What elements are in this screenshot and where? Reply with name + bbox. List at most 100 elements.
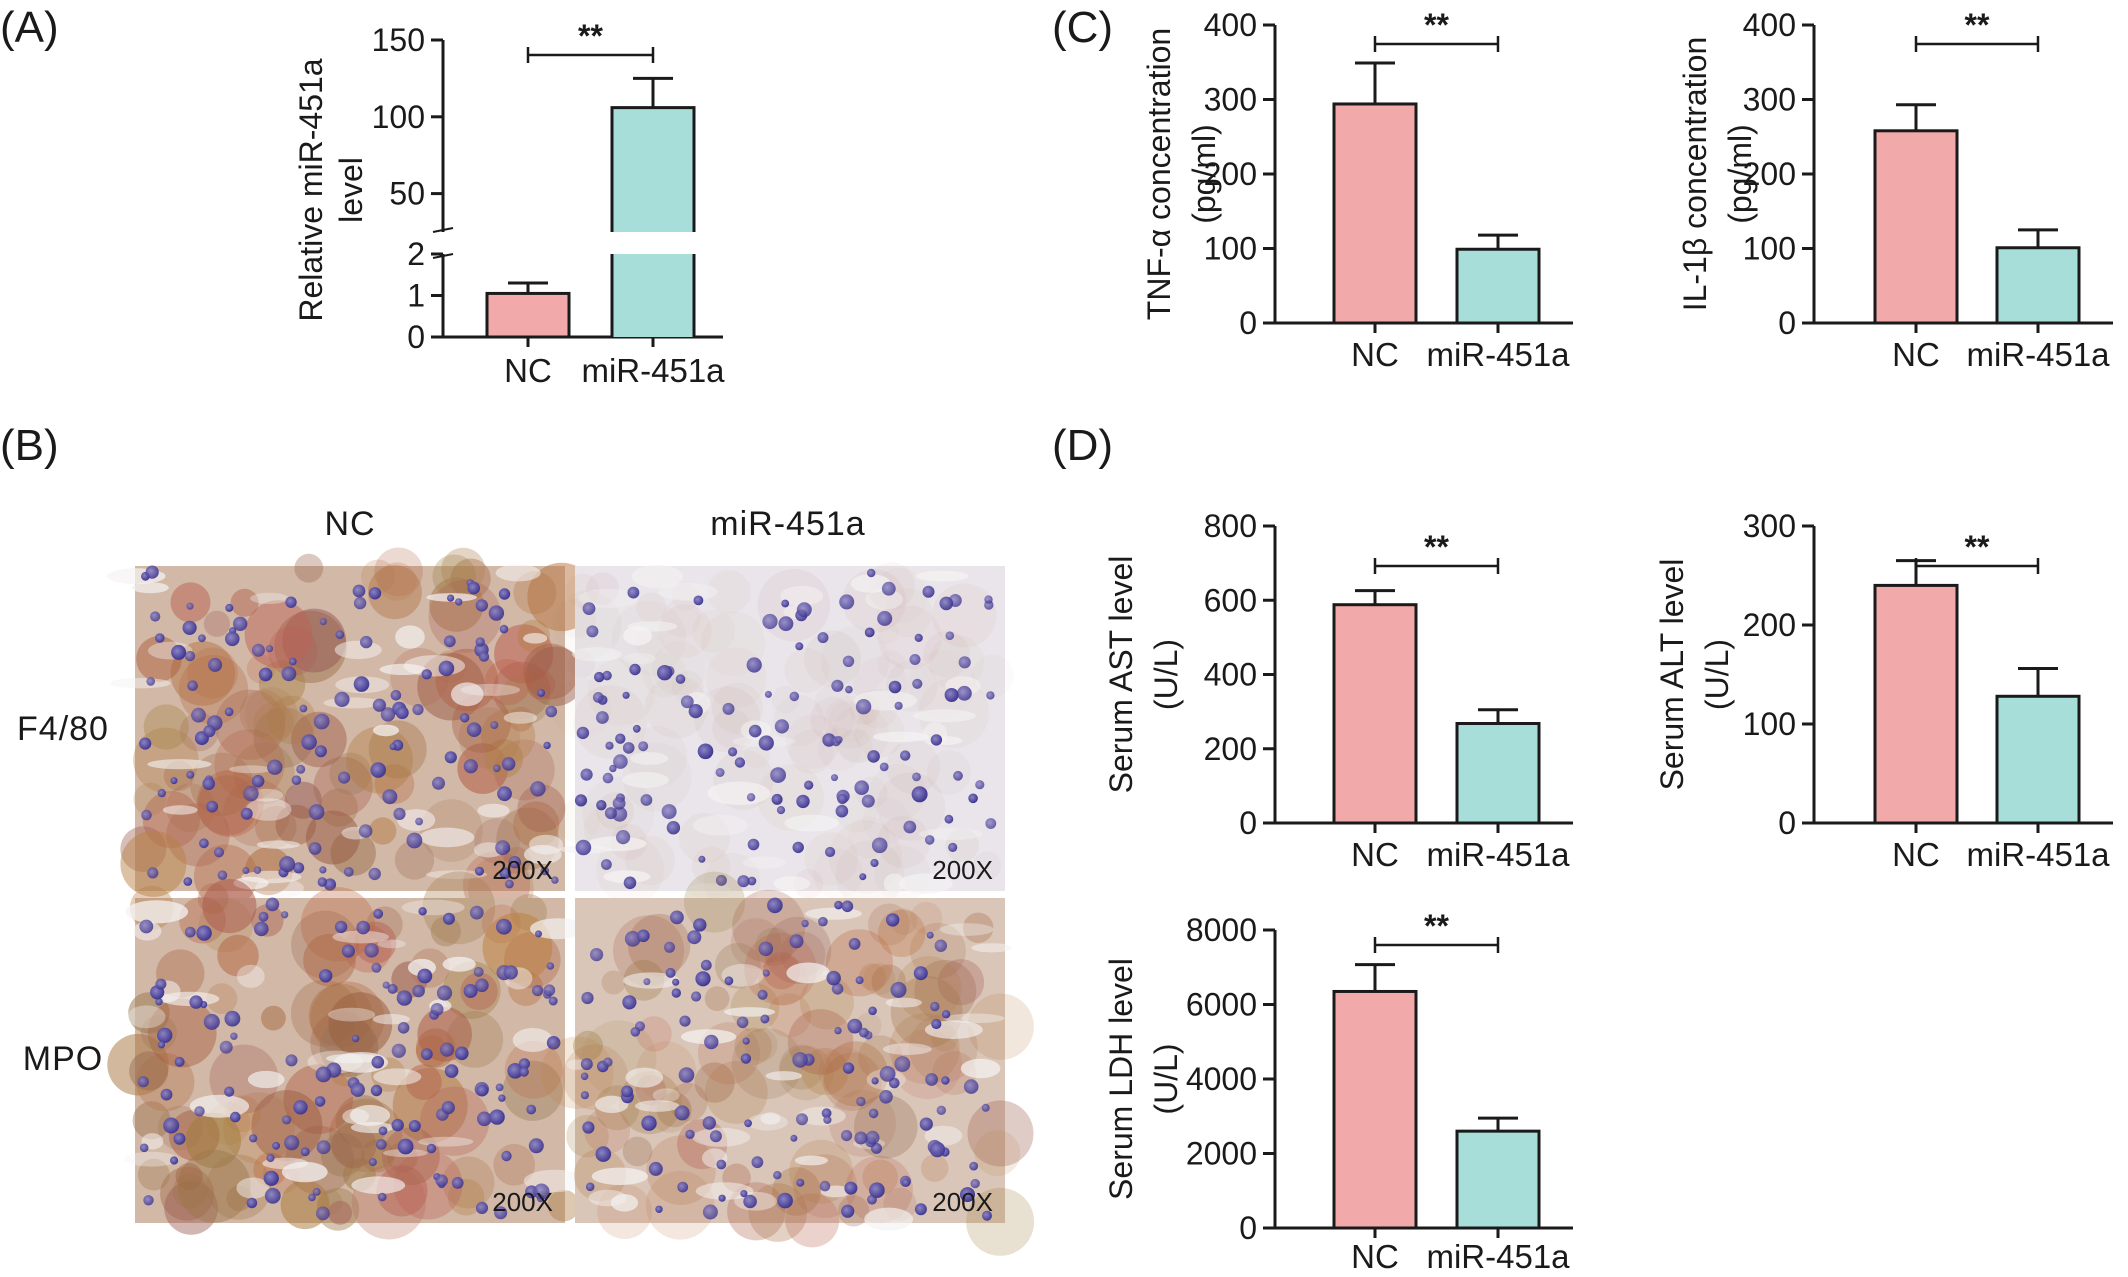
nucleus [603,1057,613,1067]
nucleus [590,948,604,962]
cytoplasm-stain [147,998,217,1068]
cytoplasm-stain [142,791,200,849]
nucleus [657,665,673,681]
sinusoid-space [281,1161,328,1183]
x-category-label: miR-451a [1426,836,1570,873]
nucleus [455,598,463,606]
nucleus [818,916,828,927]
cytoplasm-stain [328,1200,353,1225]
nucleus [677,1181,689,1193]
axis-break-mark [432,227,454,233]
nucleus [460,713,470,723]
nucleus [498,588,511,600]
sinusoid-space [127,1005,166,1029]
nucleus [736,1016,749,1029]
cytoplasm-stain [415,1035,449,1068]
nucleus [612,797,626,810]
nucleus [421,669,432,680]
nucleus [389,743,397,751]
nucleus [758,941,774,957]
nucleus [265,897,280,912]
nucleus [819,1180,831,1192]
cytoplasm-stain [707,570,751,614]
cytoplasm-stain [377,562,417,601]
cytoplasm-stain [586,572,620,606]
nucleus [532,985,544,997]
cytoplasm-stain [432,554,477,599]
y-tick-label: 300 [1743,82,1796,118]
nucleus [839,594,855,610]
cytoplasm-stain [878,909,926,957]
cytoplasm-stain [474,818,521,864]
nucleus [674,1105,690,1121]
nucleus [855,976,864,985]
y-axis-label: IL-1β concentration [1677,37,1713,312]
sinusoid-space [245,798,292,821]
cytoplasm-stain [818,1046,870,1098]
cytoplasm-stain [645,675,709,739]
nucleus [315,1066,332,1083]
nucleus [847,1018,863,1034]
nucleus [316,1140,331,1155]
nucleus [387,983,398,994]
nucleus [718,1194,726,1202]
cytoplasm-stain [331,1122,377,1169]
cytoplasm-stain [712,682,763,734]
sinusoid-space [250,592,289,604]
nucleus [817,632,829,644]
nucleus [693,918,707,932]
sinusoid-space [351,1176,406,1194]
sinusoid-space [873,731,929,743]
nucleus [767,897,783,914]
nucleus [338,771,351,784]
micrograph-mpo-nc: 200X [107,871,587,1240]
nucleus [865,1130,880,1145]
nucleus [826,970,841,986]
y-axis-label: Serum LDH level [1103,958,1139,1200]
y-tick-label: 400 [1204,657,1257,693]
micrograph-f480-nc: 200X [107,547,596,922]
cytoplasm-stain [313,756,373,817]
nucleus [596,800,607,811]
nucleus [582,602,596,615]
nucleus [629,663,641,676]
sinusoid-space [865,588,903,610]
cytoplasm-stain [394,840,435,880]
x-category-label: miR-451a [1966,836,2110,873]
cytoplasm-stain [854,707,905,758]
sinusoid-space [786,962,830,984]
cytoplasm-stain [244,600,313,668]
nucleus [575,839,592,856]
nucleus [230,1111,241,1123]
nucleus [854,1131,868,1145]
nucleus [284,1135,300,1151]
nucleus [191,707,206,723]
nucleus [353,596,367,610]
significance-label: ** [1965,529,1990,565]
nucleus [888,680,902,694]
nucleus [390,690,402,701]
cytoplasm-stain [692,609,736,653]
cytoplasm-stain [499,673,551,725]
bar-nc [1873,129,1959,325]
nucleus [900,750,911,761]
nucleus [358,824,373,838]
nucleus [503,965,518,980]
nucleus [856,1096,866,1107]
nucleus [903,820,917,834]
nucleus [334,920,348,934]
cytoplasm-stain [291,711,347,768]
nucleus [406,832,423,849]
bar-nc [1332,102,1418,325]
cytoplasm-stain [622,1136,653,1167]
nucleus [734,757,746,768]
nucleus [665,967,676,978]
cytoplasm-stain [374,547,423,597]
y-tick-label: 1 [407,278,425,314]
nucleus [501,757,516,771]
nucleus [533,1183,550,1200]
sinusoid-space [256,840,300,849]
nucleus [944,688,959,702]
cytoplasm-stain [923,631,970,678]
sinusoid-space [495,564,541,582]
